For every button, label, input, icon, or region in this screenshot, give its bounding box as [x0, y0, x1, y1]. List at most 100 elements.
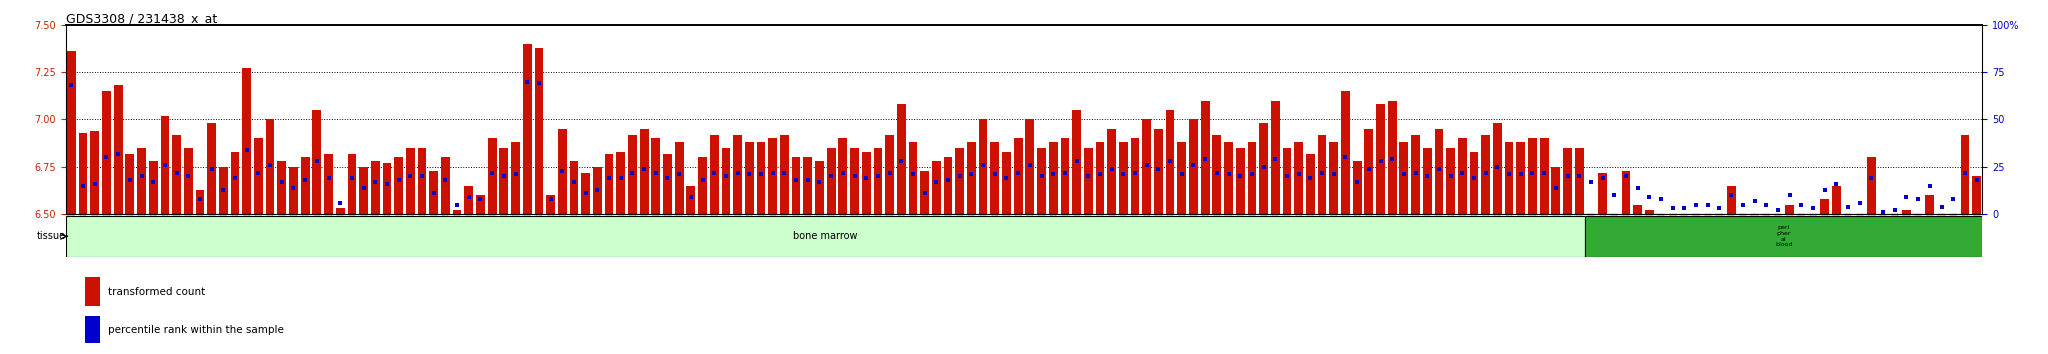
Bar	[78, 133, 88, 214]
Bar	[991, 142, 999, 214]
Bar	[1458, 138, 1466, 214]
Bar	[125, 154, 135, 214]
Bar	[102, 91, 111, 214]
Bar	[1925, 195, 1933, 214]
Bar	[954, 148, 965, 214]
Point	[557, 179, 590, 185]
Bar	[664, 154, 672, 214]
Bar	[440, 158, 451, 214]
Point	[229, 147, 262, 153]
Point	[569, 190, 602, 196]
Bar	[616, 152, 625, 214]
Bar	[1679, 214, 1690, 237]
Point	[535, 196, 567, 202]
Bar	[1843, 214, 1853, 237]
Point	[872, 170, 905, 175]
Bar	[1001, 152, 1012, 214]
Bar	[500, 148, 508, 214]
Point	[276, 185, 309, 190]
Bar	[768, 138, 776, 214]
Bar	[1972, 176, 1980, 214]
Text: GDS3308 / 231438_x_at: GDS3308 / 231438_x_at	[66, 12, 217, 25]
Bar	[1272, 101, 1280, 214]
Bar	[1714, 214, 1724, 237]
Point	[1796, 206, 1829, 211]
Bar	[1165, 110, 1174, 214]
Bar	[1026, 120, 1034, 214]
Point	[1165, 172, 1198, 177]
Point	[815, 173, 848, 179]
Bar	[1937, 214, 1946, 252]
Point	[1317, 172, 1350, 177]
Bar	[1913, 214, 1923, 218]
Point	[1563, 173, 1595, 179]
Point	[1925, 204, 1958, 210]
Point	[1247, 164, 1280, 170]
Point	[1890, 194, 1923, 200]
Bar	[137, 148, 145, 214]
Point	[604, 175, 637, 181]
Point	[686, 177, 719, 183]
Bar	[967, 142, 975, 214]
Point	[664, 172, 696, 177]
Bar	[383, 163, 391, 214]
Point	[383, 177, 416, 183]
Bar	[1235, 148, 1245, 214]
Bar	[465, 186, 473, 214]
Point	[137, 179, 170, 185]
Bar	[1890, 214, 1898, 262]
Bar	[1610, 214, 1618, 242]
Bar	[1389, 101, 1397, 214]
Point	[1260, 156, 1292, 162]
Bar	[604, 154, 614, 214]
Bar	[1200, 101, 1210, 214]
Point	[1130, 162, 1163, 168]
Point	[897, 172, 930, 177]
Bar	[1597, 172, 1608, 214]
Point	[698, 170, 731, 175]
Point	[254, 162, 287, 168]
Point	[1679, 202, 1712, 207]
Bar	[160, 116, 170, 214]
Point	[207, 187, 240, 192]
Bar	[1808, 214, 1817, 237]
Bar	[1118, 142, 1128, 214]
Point	[1071, 173, 1104, 179]
Bar	[1622, 171, 1630, 214]
Point	[475, 170, 508, 175]
Point	[266, 179, 299, 185]
Bar	[535, 47, 543, 214]
Point	[907, 190, 940, 196]
Bar	[1014, 138, 1022, 214]
Point	[1913, 183, 1946, 189]
Bar	[324, 154, 334, 214]
Point	[989, 175, 1022, 181]
Point	[465, 196, 498, 202]
Point	[979, 172, 1012, 177]
Bar	[1960, 135, 1970, 214]
Bar	[1821, 199, 1829, 214]
Point	[219, 175, 252, 181]
Bar	[1364, 129, 1374, 214]
Bar	[1190, 120, 1198, 214]
Bar	[1878, 214, 1888, 267]
Bar	[874, 148, 883, 214]
Point	[289, 177, 322, 183]
Point	[195, 166, 227, 172]
Bar	[733, 135, 741, 214]
Point	[1786, 202, 1819, 207]
Point	[1714, 193, 1747, 198]
Bar	[897, 104, 905, 214]
Point	[1960, 177, 1993, 183]
Bar	[1282, 148, 1292, 214]
Point	[172, 173, 205, 179]
Bar	[1692, 214, 1700, 229]
Bar	[1726, 186, 1735, 214]
Bar	[850, 148, 858, 214]
Bar	[639, 129, 649, 214]
Bar	[698, 158, 707, 214]
Point	[324, 200, 356, 206]
Point	[1118, 170, 1151, 175]
Text: tissue: tissue	[37, 231, 66, 241]
Bar	[1153, 129, 1163, 214]
